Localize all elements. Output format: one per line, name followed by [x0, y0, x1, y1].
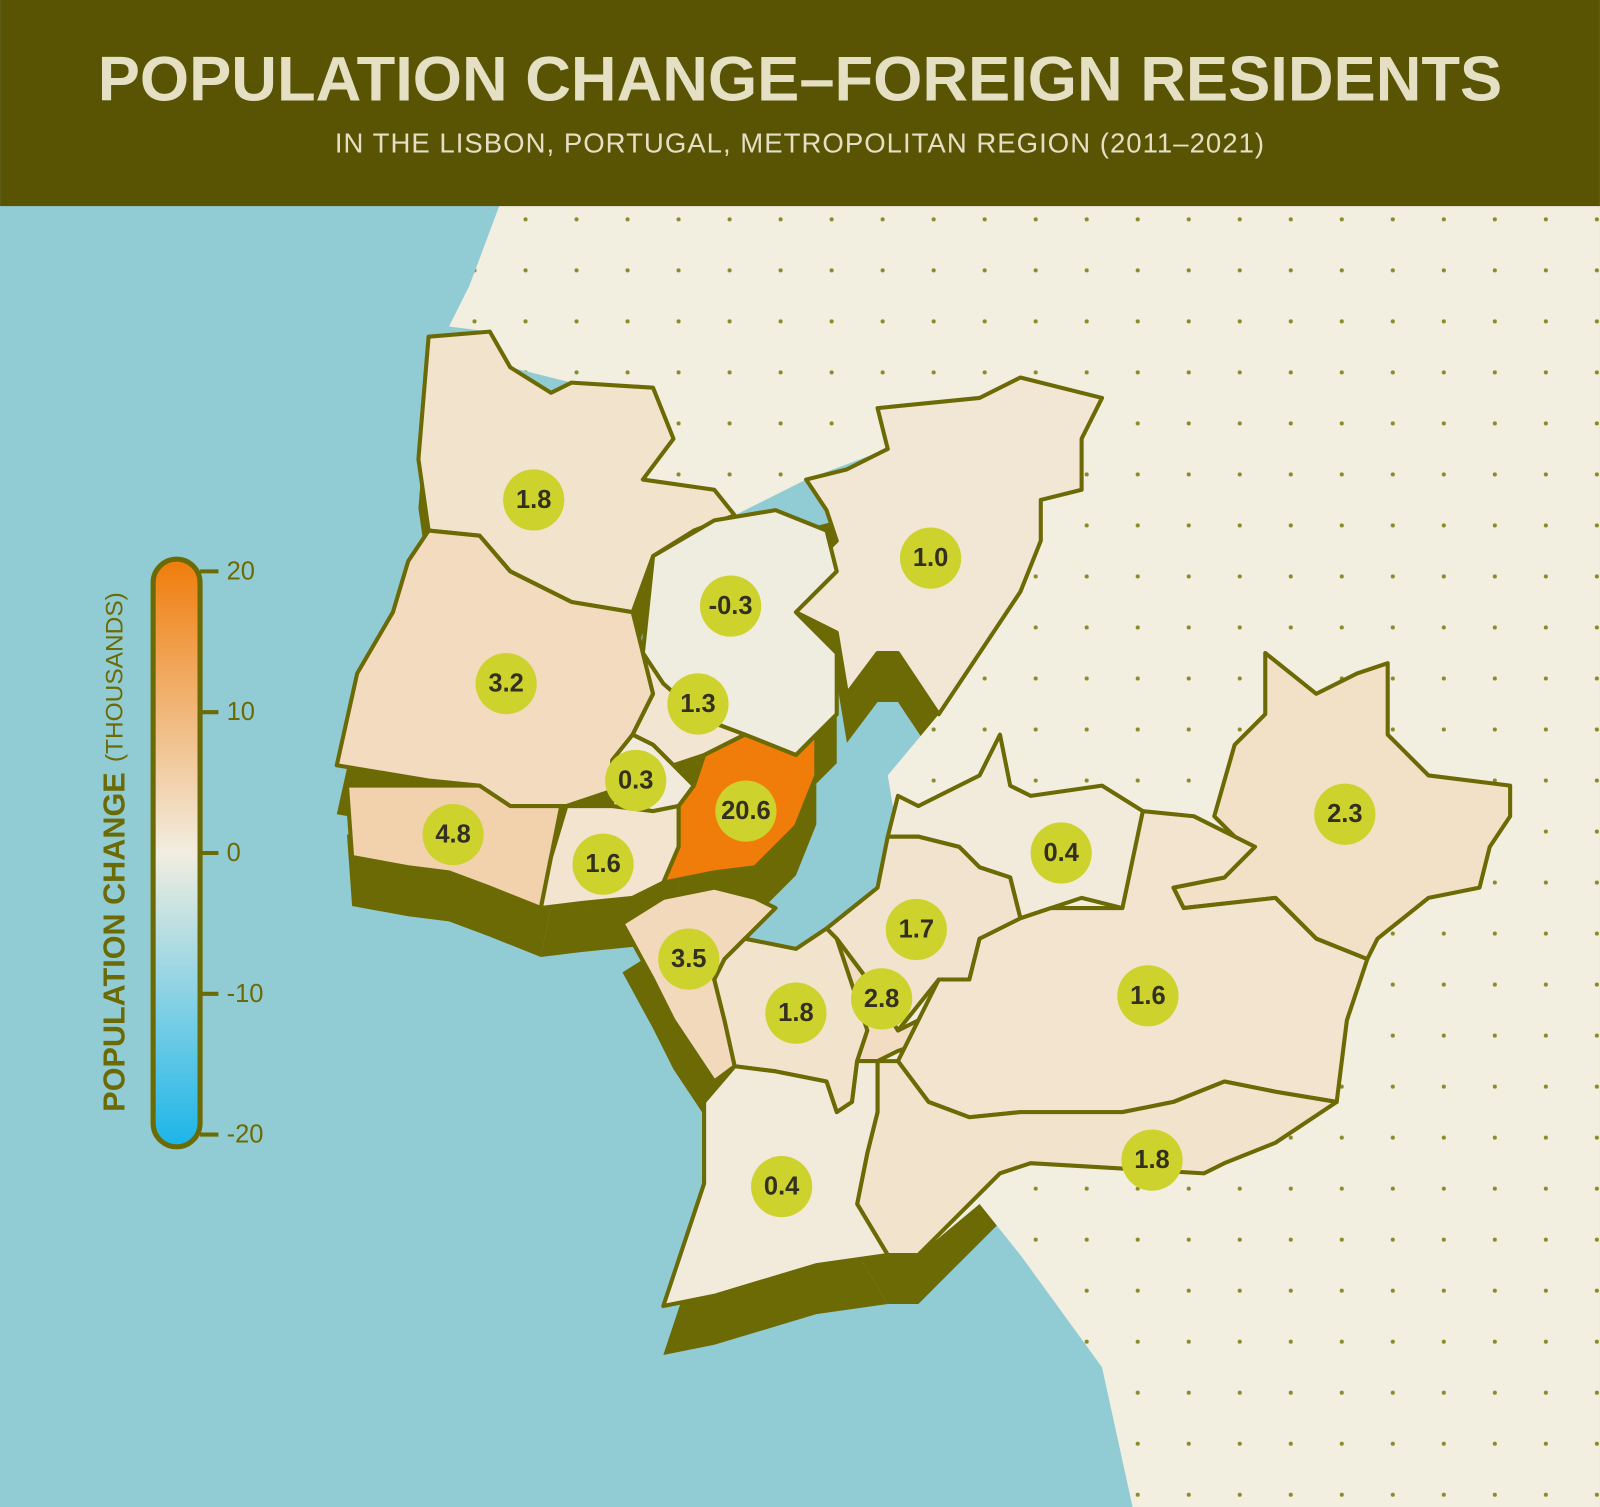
value-badge [605, 749, 667, 812]
value-label: 3.5 [671, 945, 706, 973]
header-bar [0, 0, 1600, 207]
legend-bar [150, 556, 203, 1150]
value-label: 1.8 [1134, 1146, 1169, 1174]
value-label: 1.8 [516, 486, 551, 514]
value-label: 4.8 [435, 821, 470, 849]
title: POPULATION CHANGE–FOREIGN RESIDENTS [98, 45, 1503, 115]
legend-tick-label: -10 [227, 980, 264, 1008]
value-label: 1.6 [585, 850, 620, 878]
value-badge [1121, 1129, 1183, 1191]
value-badge [475, 652, 537, 715]
value-badge [765, 982, 827, 1044]
value-label: 1.3 [680, 690, 715, 718]
legend-unit: (THOUSANDS) [101, 592, 128, 762]
value-badge [715, 780, 777, 842]
value-label: 2.8 [864, 985, 899, 1013]
value-badge [422, 804, 484, 866]
value-label: 1.0 [913, 544, 948, 572]
value-badge [899, 527, 962, 589]
value-label: 0.3 [618, 767, 653, 795]
legend-tick-label: -20 [227, 1121, 264, 1149]
legend: 20 10 0 -10 -20 [150, 556, 264, 1150]
value-badge [503, 469, 565, 531]
value-label: 0.4 [1043, 839, 1079, 867]
value-label: 1.8 [778, 999, 813, 1027]
subtitle: IN THE LISBON, PORTUGAL, METROPOLITAN RE… [335, 127, 1265, 158]
value-badge [700, 575, 762, 637]
value-badge [851, 968, 913, 1030]
value-label: 3.2 [488, 670, 523, 698]
value-label: -0.3 [709, 592, 753, 620]
region-labels: 1.8 1.0 -0.3 3.2 1.3 0.3 20.6 4.8 1.6 2.3 0.4 1.7 3.… [422, 469, 1376, 1218]
value-label: 2.3 [1327, 800, 1362, 828]
value-badge [751, 1156, 813, 1218]
value-label: 20.6 [721, 797, 771, 825]
value-badge [885, 898, 947, 961]
legend-tick-label: 20 [227, 557, 255, 585]
value-badge [572, 833, 634, 895]
value-badge [658, 928, 720, 990]
legend-tick-label: 0 [227, 839, 241, 867]
value-label: 1.6 [1130, 982, 1165, 1010]
legend-title: POPULATION CHANGE (THOUSANDS) [97, 592, 131, 1112]
value-label: 1.7 [899, 916, 934, 944]
legend-title-main: POPULATION CHANGE [97, 772, 131, 1111]
legend-tick-label: 10 [227, 698, 255, 726]
value-badge [1117, 965, 1179, 1027]
value-label: 0.4 [764, 1173, 800, 1201]
value-badge [667, 673, 729, 735]
value-badge [1030, 822, 1092, 884]
value-badge [1314, 783, 1376, 845]
